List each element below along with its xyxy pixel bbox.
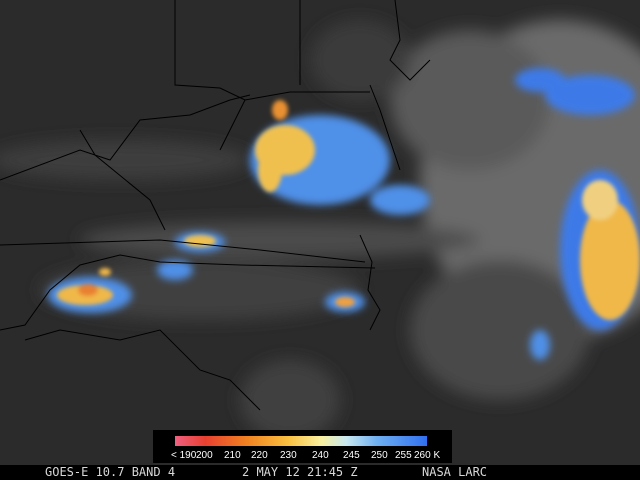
colorbar-label: 245	[343, 450, 360, 461]
credit: NASA LARC	[422, 465, 487, 479]
colorbar-label: 210	[224, 450, 241, 461]
colorbar-label: < 190	[171, 450, 197, 461]
imagery	[0, 0, 640, 465]
colorbar-gradient	[175, 436, 427, 446]
footer-bar	[0, 465, 640, 480]
colorbar-label: 250	[371, 450, 388, 461]
colorbar-label: 220	[251, 450, 268, 461]
colorbar-label: 230	[280, 450, 297, 461]
borders	[0, 0, 431, 411]
colorbar-label: 255	[395, 450, 412, 461]
colorbar-label: 200	[196, 450, 213, 461]
colorbar: < 190 200 210 220 230 240 245 250 255 260 K	[153, 430, 452, 463]
colorbar-label: 260 K	[414, 450, 440, 461]
colorbar-box	[153, 430, 452, 463]
timestamp: 2 MAY 12 21:45 Z	[242, 465, 358, 479]
colorbar-label: 240	[312, 450, 329, 461]
satellite-label: GOES-E 10.7 BAND 4	[45, 465, 175, 479]
